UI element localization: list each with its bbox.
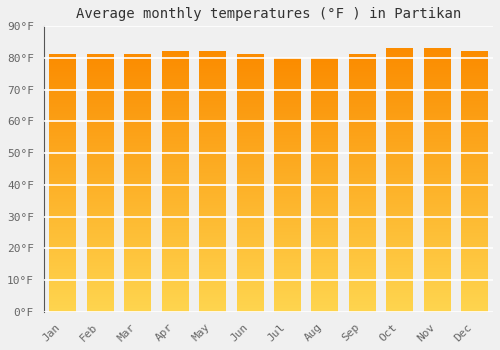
Title: Average monthly temperatures (°F ) in Partikan: Average monthly temperatures (°F ) in Pa… [76, 7, 461, 21]
